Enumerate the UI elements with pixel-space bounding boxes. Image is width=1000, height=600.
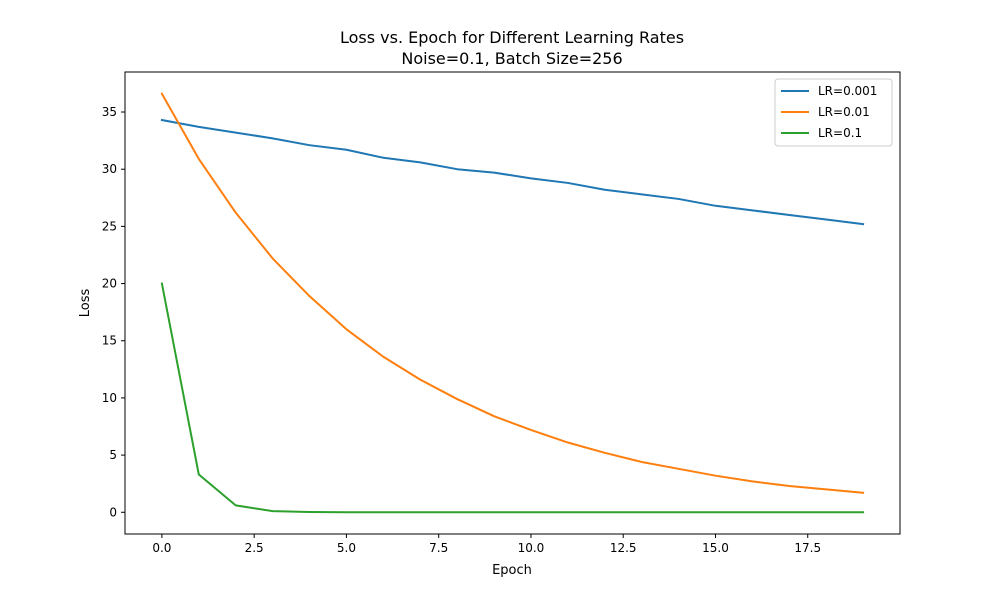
x-tick-label: 15.0 bbox=[702, 541, 729, 555]
x-tick-label: 10.0 bbox=[518, 541, 545, 555]
x-axis-label: Epoch bbox=[492, 563, 532, 578]
y-tick-label: 35 bbox=[102, 105, 117, 119]
x-tick-label: 7.5 bbox=[429, 541, 448, 555]
y-tick-label: 15 bbox=[102, 334, 117, 348]
x-tick-label: 5.0 bbox=[337, 541, 356, 555]
chart-subtitle: Noise=0.1, Batch Size=256 bbox=[401, 49, 622, 68]
x-tick-label: 12.5 bbox=[610, 541, 637, 555]
y-tick-label: 10 bbox=[102, 391, 117, 405]
x-tick-label: 17.5 bbox=[794, 541, 821, 555]
legend: LR=0.001 LR=0.01 LR=0.1 bbox=[774, 78, 893, 147]
y-tick-label: 25 bbox=[102, 219, 117, 233]
plot-area-frame bbox=[124, 71, 901, 535]
legend-entry-label: LR=0.1 bbox=[818, 126, 862, 140]
legend-entry-label: LR=0.001 bbox=[818, 84, 877, 98]
y-tick-label: 0 bbox=[109, 505, 117, 519]
series-line-0 bbox=[160, 118, 865, 226]
y-tick-label: 5 bbox=[109, 448, 117, 462]
y-axis-label: Loss bbox=[78, 289, 93, 318]
series-layer bbox=[160, 92, 865, 514]
y-axis-ticks: 0 5 10 15 20 25 30 35 bbox=[102, 105, 125, 519]
x-tick-label: 0.0 bbox=[152, 541, 171, 555]
series-line-1 bbox=[160, 92, 865, 494]
x-tick-label: 2.5 bbox=[245, 541, 264, 555]
series-line-2 bbox=[160, 282, 865, 514]
legend-entry-label: LR=0.01 bbox=[818, 105, 870, 119]
x-axis-ticks: 0.0 2.5 5.0 7.5 10.0 12.5 15.0 17.5 bbox=[152, 534, 821, 555]
y-tick-label: 30 bbox=[102, 162, 117, 176]
legend-box bbox=[774, 78, 893, 147]
y-tick-label: 20 bbox=[102, 277, 117, 291]
chart-title: Loss vs. Epoch for Different Learning Ra… bbox=[340, 28, 684, 47]
